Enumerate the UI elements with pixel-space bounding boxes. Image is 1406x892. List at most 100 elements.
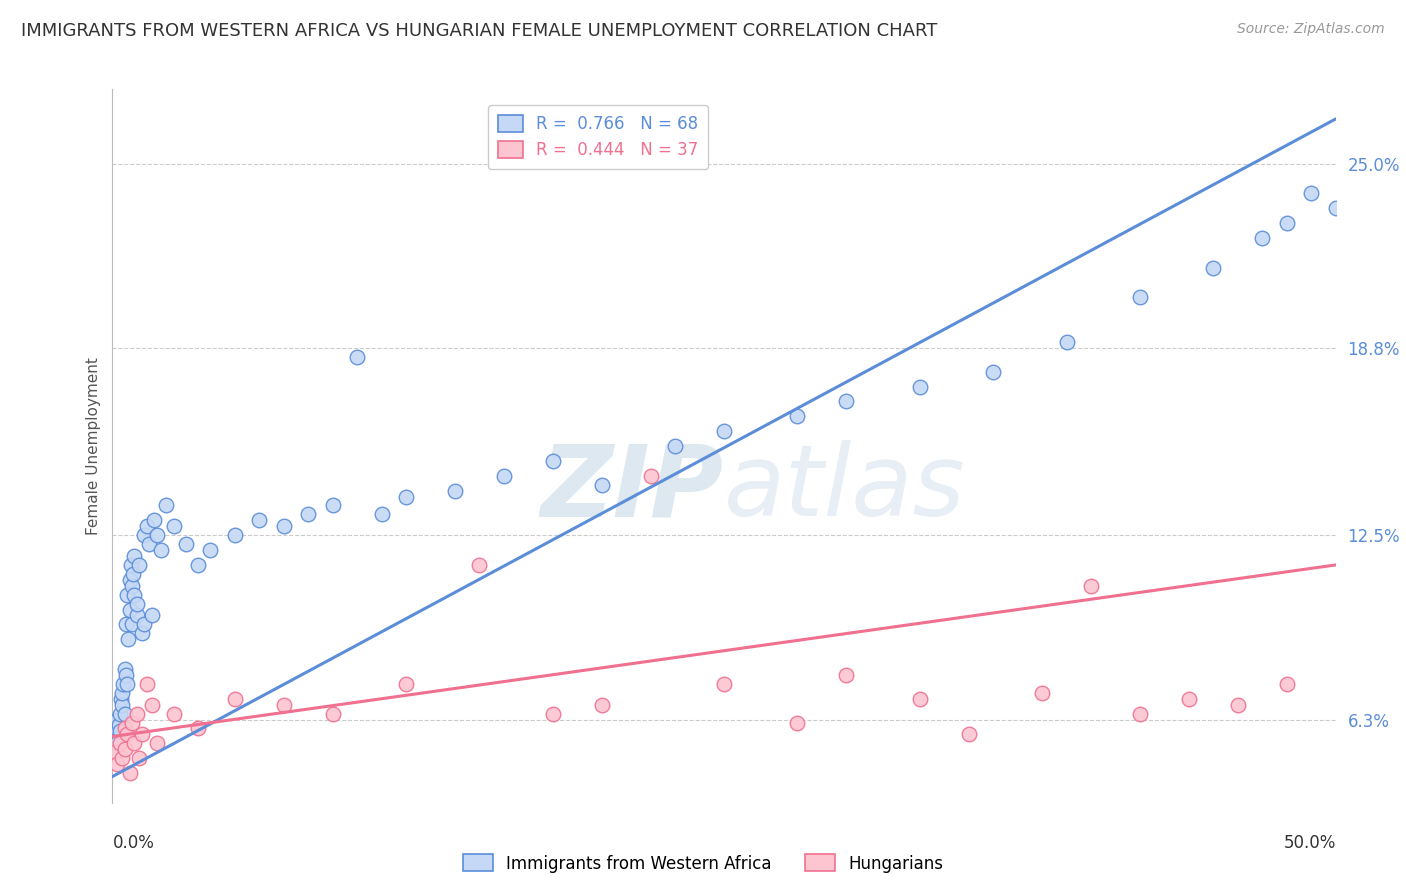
Point [224, 691, 246, 706]
Point [114, 722, 136, 736]
Point [143, 513, 166, 527]
Point [273, 519, 295, 533]
Point [908, 379, 931, 393]
Point [118, 602, 141, 616]
Point [138, 537, 160, 551]
Point [121, 617, 143, 632]
Point [1226, 698, 1249, 712]
Point [155, 499, 177, 513]
Point [200, 543, 222, 558]
Point [591, 698, 613, 712]
Point [163, 706, 186, 721]
Point [786, 409, 808, 424]
Point [115, 588, 138, 602]
Point [124, 588, 146, 602]
Point [492, 468, 515, 483]
Point [1275, 677, 1298, 691]
Point [247, 513, 270, 527]
Point [131, 727, 153, 741]
Point [121, 715, 143, 730]
Point [111, 686, 134, 700]
Point [131, 626, 153, 640]
Point [1251, 231, 1274, 245]
Point [134, 617, 156, 632]
Point [1178, 691, 1201, 706]
Legend: Immigrants from Western Africa, Hungarians: Immigrants from Western Africa, Hungaria… [456, 847, 950, 880]
Point [541, 706, 564, 721]
Point [114, 742, 136, 756]
Point [117, 632, 139, 647]
Point [981, 365, 1004, 379]
Point [115, 668, 138, 682]
Point [713, 424, 735, 438]
Text: atlas: atlas [724, 441, 966, 537]
Text: ZIP: ZIP [541, 441, 724, 537]
Point [105, 722, 128, 736]
Point [908, 691, 931, 706]
Text: 0.0%: 0.0% [112, 834, 155, 852]
Point [1080, 579, 1102, 593]
Point [395, 490, 418, 504]
Point [145, 528, 167, 542]
Point [107, 718, 129, 732]
Point [444, 483, 467, 498]
Point [128, 751, 150, 765]
Point [108, 706, 131, 721]
Point [1301, 186, 1323, 201]
Point [121, 579, 143, 593]
Point [135, 519, 157, 533]
Point [273, 698, 295, 712]
Point [591, 477, 613, 491]
Point [104, 745, 127, 759]
Point [957, 727, 980, 741]
Point [108, 724, 131, 739]
Point [115, 617, 138, 632]
Point [370, 508, 392, 522]
Point [112, 677, 135, 691]
Y-axis label: Female Unemployment: Female Unemployment [86, 357, 101, 535]
Point [111, 751, 134, 765]
Point [135, 677, 157, 691]
Point [187, 558, 209, 572]
Point [163, 519, 186, 533]
Point [297, 508, 319, 522]
Point [1275, 216, 1298, 230]
Point [134, 528, 156, 542]
Point [141, 698, 163, 712]
Point [118, 766, 141, 780]
Point [125, 597, 148, 611]
Point [1129, 706, 1152, 721]
Point [124, 736, 146, 750]
Point [105, 757, 128, 772]
Point [346, 350, 368, 364]
Point [395, 677, 418, 691]
Point [835, 394, 858, 409]
Point [1129, 290, 1152, 304]
Point [145, 736, 167, 750]
Point [114, 706, 136, 721]
Point [1056, 334, 1078, 349]
Point [108, 736, 131, 750]
Point [105, 713, 128, 727]
Point [468, 558, 491, 572]
Point [128, 558, 150, 572]
Point [120, 558, 142, 572]
Point [1202, 260, 1225, 275]
Point [124, 549, 146, 563]
Point [640, 468, 662, 483]
Point [125, 706, 148, 721]
Text: 50.0%: 50.0% [1284, 834, 1336, 852]
Point [110, 691, 132, 706]
Point [322, 706, 344, 721]
Point [104, 727, 127, 741]
Point [1031, 686, 1053, 700]
Point [224, 528, 246, 542]
Legend: R =  0.766   N = 68, R =  0.444   N = 37: R = 0.766 N = 68, R = 0.444 N = 37 [488, 104, 709, 169]
Point [322, 499, 344, 513]
Point [122, 566, 145, 581]
Point [174, 537, 197, 551]
Text: IMMIGRANTS FROM WESTERN AFRICA VS HUNGARIAN FEMALE UNEMPLOYMENT CORRELATION CHAR: IMMIGRANTS FROM WESTERN AFRICA VS HUNGAR… [21, 22, 938, 40]
Point [713, 677, 735, 691]
Point [115, 727, 138, 741]
Point [141, 608, 163, 623]
